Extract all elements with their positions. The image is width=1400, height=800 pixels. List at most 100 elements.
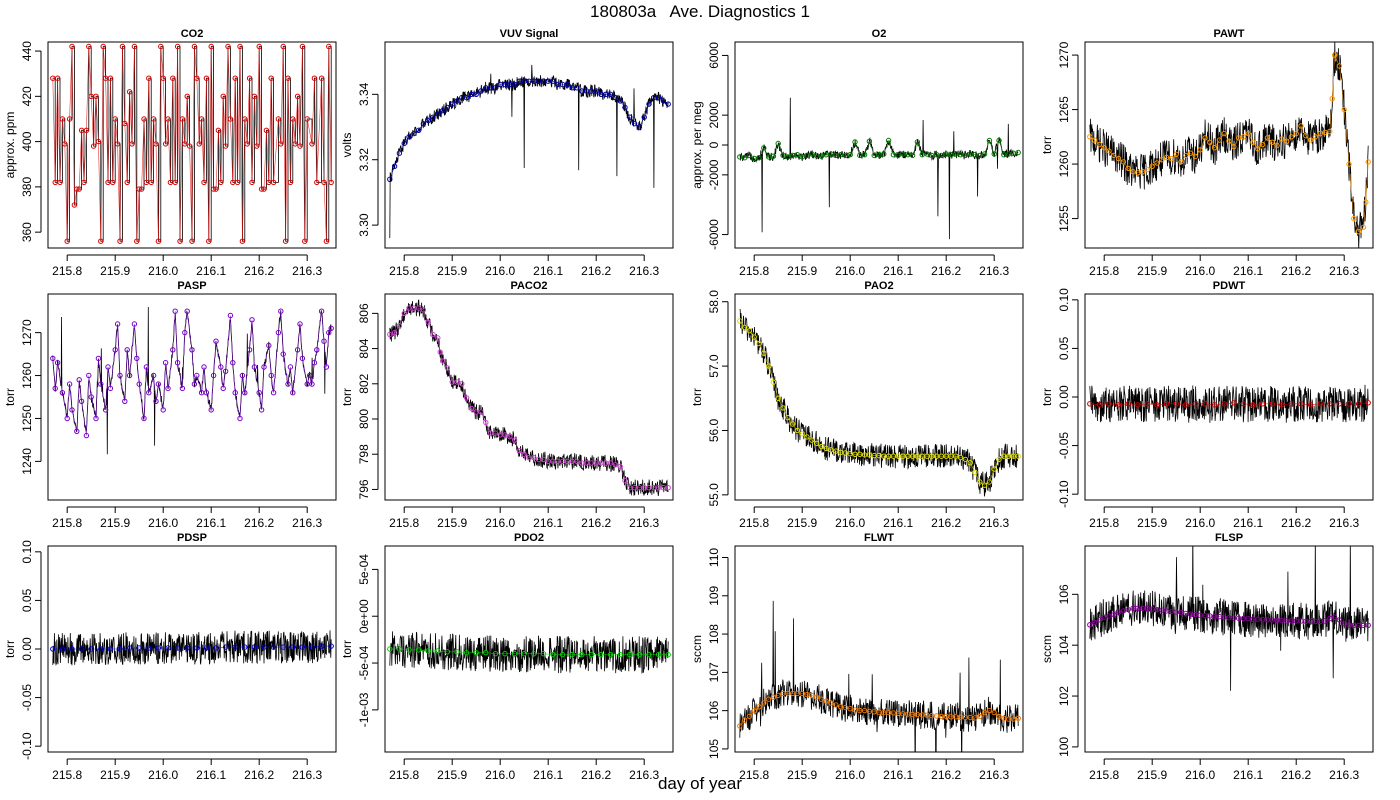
- plot-area: [737, 309, 1021, 497]
- data-point: [396, 323, 403, 329]
- y-axis-label: torr: [1040, 388, 1054, 406]
- x-axis: 215.8 215.9 216.0 216.1 216.2 216.3: [389, 758, 660, 782]
- x-tick-label: 215.9: [100, 264, 130, 278]
- plot-area: [50, 306, 334, 455]
- plot-frame: [1084, 41, 1374, 249]
- panel-pdo2: PDO2 215.8 215.9 216.0 216.1 216.2 216.3 -1e-03…: [340, 532, 674, 782]
- y-tick-label: 0: [707, 141, 721, 148]
- data-point: [1211, 145, 1218, 151]
- y-tick-label: 802: [357, 373, 371, 393]
- y-tick-label: 5e-04: [357, 554, 371, 585]
- data-point: [1331, 614, 1338, 620]
- x-tick-label: 215.8: [389, 768, 419, 782]
- x-tick-label: 215.9: [787, 768, 817, 782]
- data-point: [1192, 153, 1199, 160]
- x-tick-label: 216.0: [835, 516, 865, 530]
- data-point: [1111, 612, 1117, 618]
- y-axis-label: volts: [340, 133, 354, 158]
- plot-frame: [47, 545, 337, 753]
- x-tick-label: 216.1: [196, 264, 226, 278]
- y-tick-label: 1265: [1057, 96, 1071, 123]
- y-axis: -1e-03 -5e-04 0e+00 5e-04: [357, 554, 379, 727]
- data-point: [924, 151, 930, 157]
- data-point: [1091, 619, 1098, 625]
- data-point: [1101, 614, 1107, 620]
- avg-line: [739, 320, 1019, 486]
- data-point: [1111, 152, 1117, 159]
- data-point: [1183, 610, 1189, 617]
- data-point: [914, 139, 921, 145]
- data-point: [511, 437, 518, 443]
- data-point: [1091, 137, 1098, 143]
- data-point: [842, 704, 849, 711]
- x-tick-label: 216.3: [1329, 516, 1359, 530]
- data-point: [194, 372, 200, 379]
- y-tick-label: 109: [707, 585, 721, 605]
- panel-title: O2: [872, 28, 887, 40]
- data-point: [823, 445, 829, 452]
- y-tick-label: 0e+00: [357, 599, 371, 633]
- data-point: [1115, 155, 1122, 162]
- data-point: [881, 151, 887, 157]
- data-point: [478, 88, 484, 94]
- avg-points: [387, 78, 671, 183]
- plot-frame: [384, 41, 674, 249]
- data-point: [746, 152, 753, 159]
- y-tick-label: -0.05: [20, 684, 34, 712]
- data-point: [751, 334, 757, 340]
- y-tick-label: 806: [357, 303, 371, 323]
- data-point: [660, 98, 667, 104]
- y-axis-label: approx. ppm: [3, 112, 17, 179]
- data-point: [804, 152, 810, 159]
- data-point: [425, 117, 431, 124]
- data-point: [59, 390, 66, 396]
- data-point: [785, 414, 791, 421]
- panel-o2: O2 215.8 215.9 216.0 216.1 216.2 216.3 -6000 -20…: [690, 28, 1024, 278]
- x-tick-label: 216.1: [533, 768, 563, 782]
- y-tick-label: 2000: [707, 101, 721, 128]
- y-axis-label: torr: [690, 388, 704, 406]
- plot-frame: [384, 545, 674, 753]
- data-point: [1317, 130, 1323, 137]
- data-point: [391, 330, 398, 336]
- raw-trace: [389, 64, 669, 239]
- data-point: [1173, 151, 1179, 158]
- data-point: [1168, 155, 1175, 162]
- plot-area: [387, 631, 671, 675]
- data-point: [439, 108, 446, 114]
- x-tick-label: 215.9: [1137, 768, 1167, 782]
- x-tick-label: 215.9: [1137, 516, 1167, 530]
- y-tick-label: 1240: [20, 448, 34, 475]
- x-tick-label: 216.3: [292, 264, 322, 278]
- x-tick-label: 216.1: [1233, 768, 1263, 782]
- x-axis: 215.8 215.9 216.0 216.1 216.2 216.3: [1089, 758, 1360, 782]
- data-point: [646, 101, 652, 107]
- y-tick-label: 3.32: [357, 148, 371, 172]
- data-point: [1312, 134, 1319, 140]
- avg-line: [52, 46, 332, 242]
- avg-line: [1089, 402, 1369, 406]
- data-point: [1264, 135, 1271, 141]
- x-tick-label: 215.8: [1089, 516, 1119, 530]
- data-point: [823, 698, 829, 704]
- y-tick-label: -2000: [707, 159, 721, 190]
- data-point: [780, 405, 786, 411]
- data-point: [612, 462, 619, 468]
- data-point: [761, 145, 767, 151]
- y-tick-label: 1270: [20, 319, 34, 346]
- y-tick-label: 0.10: [20, 540, 34, 564]
- data-point: [444, 104, 451, 111]
- y-axis: 105 106 107 108 109 110: [707, 548, 729, 759]
- y-tick-label: 1255: [1057, 205, 1071, 232]
- x-axis: 215.8 215.9 216.0 216.1 216.2 216.3: [1089, 254, 1360, 278]
- data-point: [809, 437, 815, 443]
- x-tick-label: 215.8: [52, 264, 82, 278]
- data-point: [746, 328, 753, 334]
- data-point: [1187, 150, 1194, 156]
- panel-title: PACO2: [510, 280, 547, 292]
- avg-line: [1089, 608, 1369, 626]
- plot-area: [737, 97, 1021, 240]
- x-tick-label: 216.3: [292, 516, 322, 530]
